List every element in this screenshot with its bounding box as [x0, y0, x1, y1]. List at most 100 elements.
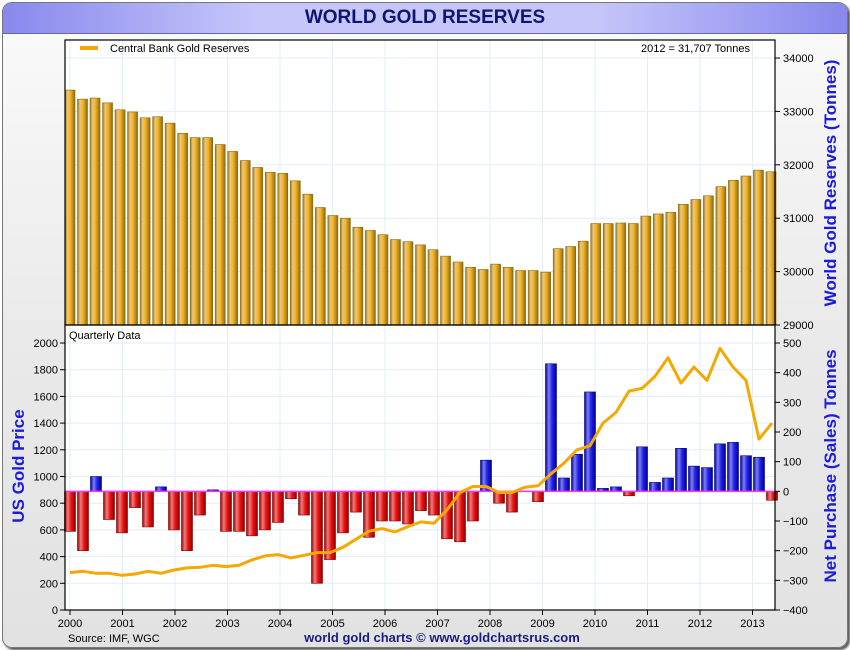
gold-price-line: [69, 346, 774, 577]
reserve-bar: [114, 109, 126, 326]
left-y-tick-label: 1400: [34, 418, 58, 430]
net-sale-bar: [389, 491, 401, 522]
right-y-tick-label: 0: [783, 486, 789, 498]
top-y-tick-label: 33000: [783, 106, 814, 118]
net-sale-bar: [246, 491, 258, 537]
net-sale-bar: [103, 491, 115, 520]
net-purchase-bar: [571, 453, 583, 492]
net-sale-bar: [506, 491, 518, 513]
reserve-bar: [665, 212, 677, 326]
reserve-bar: [152, 116, 163, 326]
reserve-bar: [615, 222, 627, 326]
reserve-bar: [740, 175, 752, 326]
reserve-bar: [415, 244, 426, 326]
left-y-tick-label: 1000: [34, 472, 58, 484]
net-sale-bar: [415, 491, 427, 511]
reserve-bar: [540, 271, 551, 326]
net-sale-bar: [376, 491, 388, 522]
top-y-tick-label: 30000: [783, 267, 814, 279]
top-y-tick-label: 34000: [783, 53, 814, 65]
reserve-bar: [102, 102, 113, 326]
right-y-tick-label: 400: [783, 368, 801, 380]
x-tick-label: 2001: [110, 618, 134, 630]
right-y-tick-label: 300: [783, 397, 801, 409]
x-tick-label: 2000: [58, 618, 82, 630]
net-sale-bar: [77, 491, 89, 551]
reserve-bar: [214, 144, 226, 326]
reserve-bar: [252, 167, 264, 326]
net-sale-bar: [233, 491, 245, 532]
source-note: Source: IMF, WGC: [68, 633, 160, 645]
reserve-bar: [139, 117, 151, 326]
reserve-bar: [290, 180, 301, 326]
x-tick-label: 2004: [268, 618, 292, 630]
left-y-tick-label: 0: [52, 605, 58, 617]
right-y-tick-label: −100: [783, 516, 808, 528]
legend-swatch: [80, 46, 98, 50]
reserve-bar: [653, 213, 664, 326]
net-purchase-bar: [675, 448, 687, 492]
reserve-bar: [452, 261, 464, 326]
reserve-bar: [377, 234, 389, 326]
right-y-tick-label: 200: [783, 427, 801, 439]
reserve-bar: [427, 249, 439, 326]
net-purchase-bar: [688, 465, 700, 492]
reserve-bar: [728, 179, 739, 326]
reserve-bars: [64, 89, 777, 326]
net-sale-bar: [272, 491, 284, 523]
reserve-bar: [202, 137, 213, 326]
net-sale-bar: [181, 491, 193, 551]
title-bar: WORLD GOLD RESERVES: [3, 3, 847, 34]
net-sale-bar: [337, 491, 349, 534]
reserve-bar: [127, 111, 138, 326]
reserve-bar: [527, 270, 539, 326]
net-sale-bar: [129, 491, 141, 508]
net-purchase-bar: [90, 476, 102, 492]
reserve-bar: [440, 255, 451, 326]
net-sale-bar: [259, 491, 271, 531]
net-sale-bar: [298, 491, 310, 516]
x-tick-label: 2002: [163, 618, 187, 630]
reserve-bar: [552, 248, 564, 326]
reserve-bar: [390, 239, 401, 326]
left-y-tick-label: 200: [40, 578, 58, 590]
net-purchase-bar: [649, 482, 661, 492]
left-y-tick-label: 800: [40, 498, 58, 510]
reserve-bar: [89, 97, 101, 326]
reserve-bar: [77, 98, 88, 326]
axes: 34000 33000 32000 31000 30000 29000 0 200 400 600…: [34, 53, 814, 630]
x-tick-label: 2012: [688, 618, 712, 630]
right-y-tick-label: −200: [783, 546, 808, 558]
reserve-bar: [628, 223, 639, 326]
net-sale-bar: [194, 491, 206, 516]
reserve-bar: [490, 263, 501, 326]
reserve-bar: [590, 223, 602, 326]
reserve-bar: [515, 270, 526, 326]
left-y-tick-label: 1800: [34, 365, 58, 377]
bottom-plot-frame: [64, 324, 776, 611]
reserve-bar: [690, 199, 702, 326]
x-tick-label: 2013: [740, 618, 764, 630]
reserve-bar: [189, 137, 201, 326]
top-y-tick-label: 29000: [783, 320, 814, 332]
net-purchase-bar: [753, 456, 765, 492]
right-y-tick-label: −300: [783, 575, 808, 587]
reserve-bar: [315, 207, 326, 326]
net-purchase-bar: [636, 446, 648, 492]
left-y-axis-title: US Gold Price: [9, 409, 28, 522]
reserve-bar: [640, 215, 652, 326]
reserve-bar: [302, 193, 314, 326]
x-tick-label: 2011: [636, 618, 660, 630]
net-sale-bar: [532, 491, 544, 503]
left-y-tick-label: 1200: [34, 445, 58, 457]
x-tick-label: 2009: [530, 618, 554, 630]
net-sale-bar: [142, 491, 154, 528]
annotation-2012: 2012 = 31,707 Tonnes: [641, 43, 750, 55]
net-sale-bar: [428, 491, 440, 516]
reserve-bar: [477, 269, 489, 326]
net-sale-bar: [116, 491, 128, 534]
net-sale-bar: [285, 491, 297, 500]
net-purchase-bar: [740, 455, 752, 492]
net-sale-bar: [311, 491, 323, 584]
left-y-tick-label: 400: [40, 552, 58, 564]
